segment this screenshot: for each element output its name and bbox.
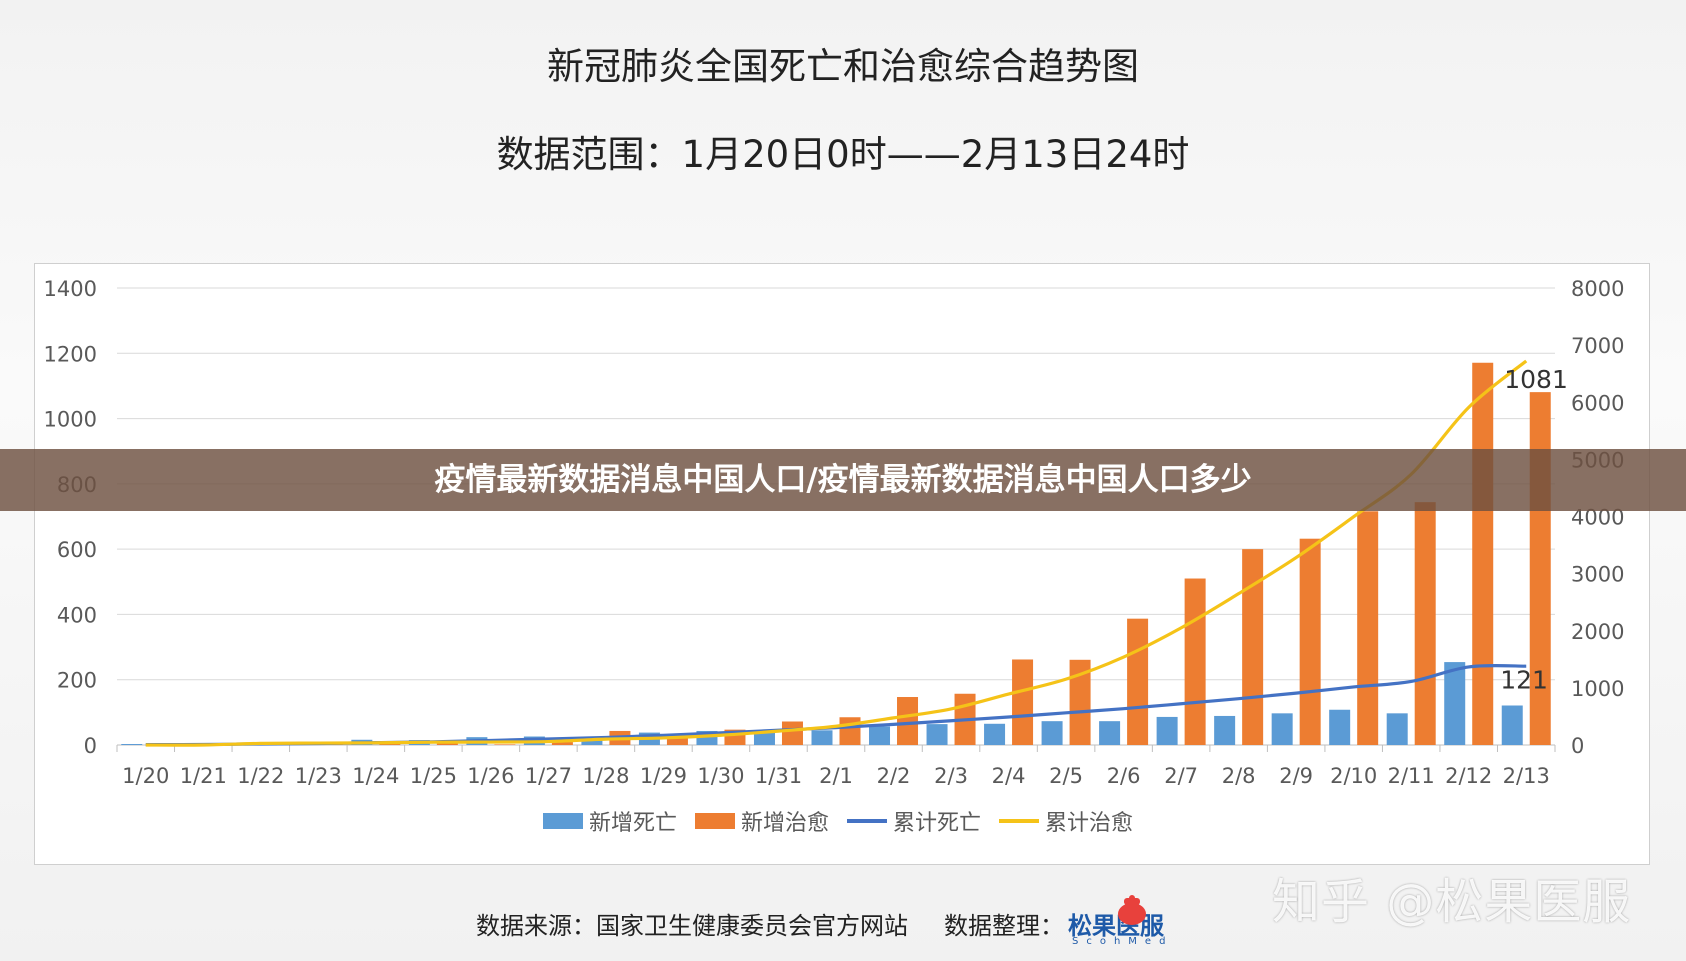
bar-new-cured bbox=[1242, 549, 1264, 745]
legend-swatch bbox=[543, 813, 583, 829]
bar-new-cured bbox=[839, 717, 861, 745]
x-tick-label: 1/25 bbox=[410, 764, 457, 788]
x-tick-label: 1/21 bbox=[180, 764, 227, 788]
x-tick-label: 2/6 bbox=[1107, 764, 1141, 788]
x-tick-label: 2/9 bbox=[1279, 764, 1313, 788]
bar-new-cured bbox=[379, 744, 401, 745]
chart-panel: 0200400600800100012001400010002000300040… bbox=[34, 263, 1650, 865]
y-left-tick-label: 0 bbox=[84, 734, 97, 758]
chart-subtitle: 数据范围：1月20日0时——2月13日24时 bbox=[496, 133, 1190, 176]
x-tick-label: 1/31 bbox=[755, 764, 802, 788]
bar-new-cured bbox=[1069, 659, 1091, 745]
bar-new-deaths bbox=[984, 723, 1006, 745]
data-label-cured: 1081 bbox=[1504, 365, 1568, 394]
x-tick-label: 2/13 bbox=[1503, 764, 1550, 788]
combo-chart: 0200400600800100012001400010002000300040… bbox=[44, 277, 1625, 836]
overlay-banner: 疫情最新数据消息中国人口/疫情最新数据消息中国人口多少 bbox=[0, 449, 1686, 511]
x-tick-label: 2/11 bbox=[1388, 764, 1435, 788]
line-cumulative-cured bbox=[145, 359, 1528, 747]
bar-new-deaths bbox=[1156, 716, 1178, 745]
y-left-tick-label: 200 bbox=[57, 669, 97, 693]
y-right-tick-label: 1000 bbox=[1571, 677, 1624, 701]
bar-new-cured bbox=[1127, 618, 1149, 745]
bar-new-deaths bbox=[869, 726, 891, 745]
bar-new-deaths bbox=[1214, 715, 1236, 745]
bar-new-deaths bbox=[1099, 721, 1121, 745]
legend-label: 累计死亡 bbox=[893, 811, 981, 836]
logo-subtitle: ScohMed bbox=[1072, 936, 1174, 947]
x-tick-label: 1/26 bbox=[467, 764, 514, 788]
x-tick-label: 1/22 bbox=[237, 764, 284, 788]
y-left-tick-label: 1400 bbox=[44, 277, 97, 301]
y-right-tick-label: 8000 bbox=[1571, 277, 1624, 301]
bar-new-cured bbox=[1012, 659, 1034, 745]
bar-new-deaths bbox=[1501, 705, 1523, 745]
bar-new-cured bbox=[551, 742, 573, 745]
data-source-text: 数据来源：国家卫生健康委员会官方网站 bbox=[476, 912, 908, 940]
bar-new-deaths bbox=[1444, 662, 1466, 745]
bar-new-cured bbox=[1299, 538, 1321, 745]
y-left-tick-label: 400 bbox=[57, 603, 97, 627]
x-tick-label: 2/8 bbox=[1222, 764, 1256, 788]
logo-name: 松果医服 bbox=[1068, 912, 1164, 940]
legend-label: 累计治愈 bbox=[1045, 811, 1133, 836]
y-left-tick-label: 600 bbox=[57, 538, 97, 562]
x-tick-label: 2/5 bbox=[1049, 764, 1083, 788]
bar-new-cured bbox=[897, 697, 919, 745]
legend-swatch bbox=[695, 813, 735, 829]
x-tick-label: 1/28 bbox=[582, 764, 629, 788]
x-tick-label: 2/12 bbox=[1445, 764, 1492, 788]
bar-new-deaths bbox=[1041, 721, 1063, 745]
bar-new-cured bbox=[1184, 578, 1206, 745]
chart-title: 新冠肺炎全国死亡和治愈综合趋势图 bbox=[547, 45, 1139, 88]
x-tick-label: 2/3 bbox=[934, 764, 968, 788]
legend-label: 新增治愈 bbox=[741, 811, 829, 836]
x-tick-label: 1/20 bbox=[122, 764, 169, 788]
x-tick-label: 2/7 bbox=[1164, 764, 1198, 788]
y-right-tick-label: 2000 bbox=[1571, 620, 1624, 644]
x-tick-label: 1/27 bbox=[525, 764, 572, 788]
bar-new-deaths bbox=[1329, 709, 1351, 745]
x-tick-label: 2/10 bbox=[1330, 764, 1377, 788]
bar-new-cured bbox=[781, 721, 803, 745]
x-tick-label: 2/2 bbox=[877, 764, 911, 788]
scohmed-logo: 松果医服 ScohMed bbox=[1068, 890, 1198, 950]
x-tick-label: 1/24 bbox=[352, 764, 399, 788]
bar-new-deaths bbox=[811, 730, 833, 745]
y-right-tick-label: 3000 bbox=[1571, 563, 1624, 587]
y-right-tick-label: 6000 bbox=[1571, 391, 1624, 415]
data-organizer-label: 数据整理： bbox=[944, 912, 1064, 940]
y-right-tick-label: 0 bbox=[1571, 734, 1584, 758]
bar-new-deaths bbox=[926, 724, 948, 745]
bar-new-cured bbox=[1414, 502, 1436, 745]
y-right-tick-label: 7000 bbox=[1571, 334, 1624, 358]
x-tick-label: 1/30 bbox=[697, 764, 744, 788]
bar-new-deaths bbox=[1386, 713, 1408, 745]
bar-new-cured bbox=[1357, 511, 1379, 745]
x-tick-label: 2/1 bbox=[819, 764, 853, 788]
bar-new-cured bbox=[666, 738, 688, 745]
legend-label: 新增死亡 bbox=[589, 811, 677, 836]
bar-new-cured bbox=[1472, 362, 1494, 745]
pot-icon bbox=[1118, 895, 1146, 925]
zhihu-watermark: 知乎 @松果医服 bbox=[1272, 874, 1632, 930]
bar-new-deaths bbox=[1271, 713, 1293, 745]
bar-new-deaths bbox=[121, 744, 143, 745]
bar-new-cured bbox=[494, 744, 516, 745]
y-left-tick-label: 1000 bbox=[44, 408, 97, 432]
data-label-deaths: 121 bbox=[1500, 666, 1548, 695]
y-left-tick-label: 1200 bbox=[44, 342, 97, 366]
x-tick-label: 2/4 bbox=[992, 764, 1026, 788]
x-tick-label: 1/29 bbox=[640, 764, 687, 788]
x-tick-label: 1/23 bbox=[295, 764, 342, 788]
